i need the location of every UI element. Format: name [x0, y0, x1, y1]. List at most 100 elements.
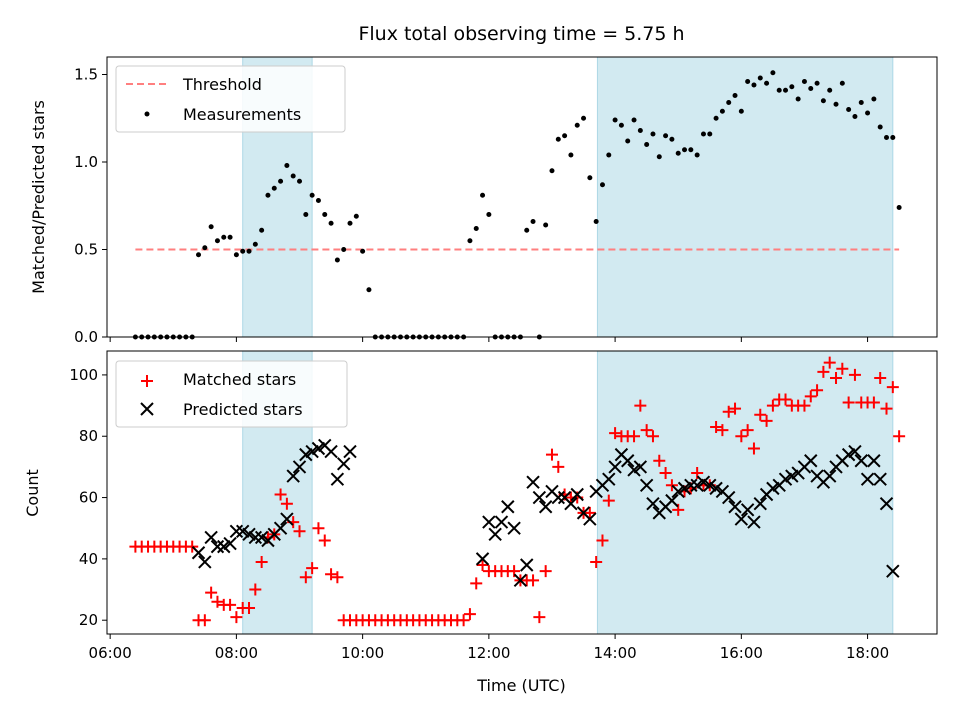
x-axis-label: Time (UTC): [476, 676, 565, 695]
matched-star-point: [710, 421, 723, 434]
matched-star-point: [318, 534, 331, 547]
measurement-point: [208, 224, 214, 230]
matched-star-point: [476, 559, 489, 572]
predicted-stars-points: [193, 439, 900, 588]
measurement-point: [726, 100, 732, 105]
predicted-star-point: [551, 490, 566, 505]
matched-star-point: [886, 381, 899, 394]
predicted-star-point: [538, 500, 553, 514]
predicted-star-point: [639, 478, 654, 493]
predicted-star-point: [482, 515, 496, 529]
measurement-point: [833, 101, 839, 107]
measurement-point: [650, 131, 656, 137]
matched-star-point: [306, 562, 319, 575]
matched-star-point: [280, 497, 293, 510]
measurement-point: [284, 163, 290, 168]
matched-star-point: [722, 405, 735, 418]
measurement-point: [713, 115, 719, 121]
y-tick-label: 80: [79, 427, 98, 445]
matched-star-point: [325, 568, 338, 581]
measurement-point: [315, 198, 321, 203]
matched-star-point: [754, 408, 767, 421]
predicted-star-point: [822, 469, 837, 483]
threshold-legend-label: Threshold: [182, 75, 262, 94]
matched-star-point: [331, 571, 344, 584]
matched-star-point: [653, 454, 666, 467]
measurement-point: [473, 226, 479, 231]
measurement-point: [322, 212, 328, 217]
matched-star-point: [893, 430, 906, 443]
matched-star-point: [609, 427, 622, 440]
matched-star-point: [545, 448, 558, 461]
matched-star-point: [463, 608, 476, 621]
x-tick-label: 08:00: [215, 644, 258, 662]
measurement-point: [776, 87, 782, 93]
matched-star-point: [628, 430, 641, 443]
matched-star-point: [583, 506, 596, 519]
matched-star-point: [527, 574, 540, 587]
measurement-point: [530, 219, 536, 224]
y-tick-label: 60: [79, 489, 98, 507]
bottom-panel: 20 40 60 80 100 06:00 08:00 10:00 12:00 14:00 16:…: [23, 351, 938, 695]
y-tick-label: 0.0: [74, 328, 98, 346]
measurement-point: [486, 212, 492, 217]
measurement-point: [202, 245, 208, 251]
measurement-point: [574, 122, 580, 128]
measurement-point: [884, 135, 890, 140]
matched-star-point: [729, 402, 742, 415]
y-tick-label: 100: [69, 366, 98, 384]
matched-star-point: [766, 399, 779, 412]
measurement-point: [297, 178, 303, 184]
measurement-point: [265, 192, 271, 198]
matched-star-point: [457, 614, 470, 627]
measurement-point: [656, 154, 662, 160]
predicted-star-point: [343, 444, 357, 459]
predicted-star-point: [210, 539, 225, 554]
measurement-point: [694, 152, 700, 158]
predicted-star-point: [324, 444, 338, 459]
measurement-point: [839, 80, 845, 86]
predicted-star-point: [198, 555, 212, 569]
predicted-star-point: [248, 530, 263, 545]
predicted-star-point: [564, 496, 578, 511]
measurement-point: [366, 287, 372, 293]
predicted-star-point: [336, 457, 351, 471]
y-tick-label: 1.0: [74, 153, 98, 171]
measurement-point: [233, 252, 239, 258]
measurement-point: [795, 96, 801, 102]
top-plot-frame: [106, 56, 938, 338]
predicted-star-point: [734, 512, 749, 526]
top-panel: 0.0 0.5 1.0 1.5 Matched/Predicted stars Thr…: [29, 56, 938, 346]
predicted-star-point: [223, 536, 237, 551]
x-tick-label: 10:00: [341, 644, 384, 662]
measurement-point: [271, 185, 277, 191]
measurement-point: [618, 122, 624, 128]
measurement-point: [846, 107, 852, 112]
measurement-point: [612, 117, 618, 123]
measurement-point: [568, 152, 574, 158]
matched-star-point: [205, 586, 218, 599]
measurement-point: [524, 227, 530, 233]
predicted-star-point: [740, 503, 755, 517]
measurement-point: [700, 131, 706, 137]
predicted-star-point: [848, 444, 862, 459]
predicted-star-point: [722, 490, 736, 505]
measurement-point: [871, 96, 877, 102]
bottom-x-ticks: 06:00 08:00 10:00 12:00 14:00 16:00 18:00: [89, 634, 889, 662]
predicted-star-point: [873, 472, 887, 486]
y-tick-label: 0.5: [74, 241, 98, 259]
matched-star-point: [779, 393, 792, 406]
matched-star-point: [741, 424, 754, 437]
predicted-star-point: [513, 573, 528, 588]
matched-star-point: [590, 555, 603, 568]
predicted-star-point: [728, 500, 742, 514]
top-x-ticks: [109, 337, 869, 342]
predicted-star-point: [532, 490, 547, 505]
predicted-star-point: [886, 564, 900, 578]
predicted-star-point: [501, 500, 515, 514]
measurement-point: [581, 115, 587, 121]
measurement-point: [555, 136, 561, 142]
measurement-point: [259, 227, 265, 233]
matched-star-point: [634, 399, 647, 412]
